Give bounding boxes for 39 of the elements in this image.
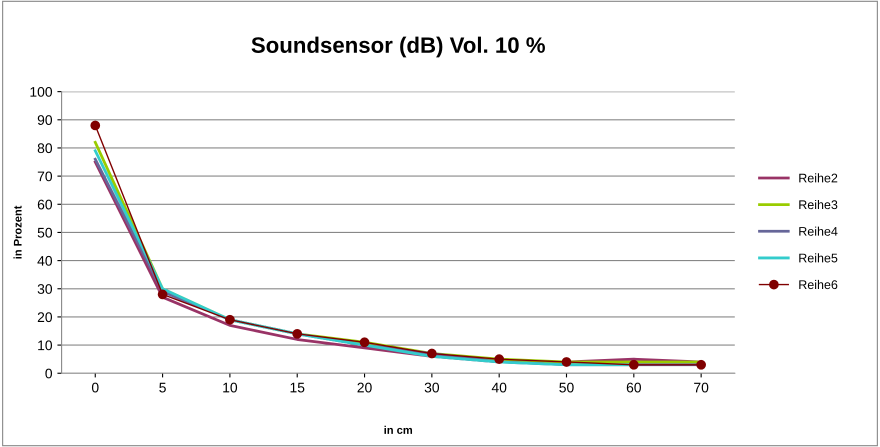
point bbox=[494, 354, 504, 364]
x-tick-label: 10 bbox=[223, 382, 238, 392]
point bbox=[696, 360, 706, 370]
point bbox=[360, 337, 370, 348]
y-tick-label: 60 bbox=[38, 200, 52, 210]
y-tick-label: 50 bbox=[38, 228, 52, 238]
y-tick-label: 70 bbox=[38, 171, 52, 182]
y-tick-label: 0 bbox=[45, 368, 52, 378]
y-tick-label: 80 bbox=[38, 143, 52, 154]
legend-label: Reihe3 bbox=[799, 200, 838, 210]
point bbox=[562, 357, 572, 367]
point bbox=[292, 328, 302, 339]
x-tick-label: 5 bbox=[159, 382, 166, 392]
point bbox=[427, 348, 437, 358]
point bbox=[158, 290, 168, 300]
y-tick-label: 90 bbox=[38, 115, 52, 125]
x-tick-label: 15 bbox=[290, 382, 304, 392]
x-tick-label: 40 bbox=[492, 382, 506, 392]
y-tick-label: 30 bbox=[38, 284, 52, 294]
point bbox=[628, 360, 639, 370]
legend-label: Reihe5 bbox=[799, 253, 838, 262]
x-tick-label: 50 bbox=[559, 382, 574, 392]
legend-label: Reihe2 bbox=[799, 173, 838, 182]
x-axis-title: in cm bbox=[384, 426, 412, 434]
point bbox=[90, 120, 100, 130]
legend-label: Reihe4 bbox=[799, 226, 838, 236]
y-tick-label: 10 bbox=[38, 340, 52, 350]
x-tick-label: 30 bbox=[424, 382, 440, 392]
y-tick-label: 40 bbox=[37, 256, 52, 266]
x-tick-label: 60 bbox=[626, 382, 641, 392]
point bbox=[225, 314, 235, 325]
x-tick-label: 70 bbox=[694, 382, 708, 392]
chart-title: Soundsensor (dB) Vol. 10 % bbox=[252, 36, 545, 58]
x-tick-label: 20 bbox=[358, 382, 372, 392]
y-axis-title: in Prozent bbox=[13, 206, 22, 259]
x-tick-label: 0 bbox=[92, 382, 99, 392]
legend-label: Reihe6 bbox=[799, 280, 838, 290]
y-tick-label: 100 bbox=[30, 86, 52, 97]
y-tick-label: 20 bbox=[38, 312, 52, 322]
